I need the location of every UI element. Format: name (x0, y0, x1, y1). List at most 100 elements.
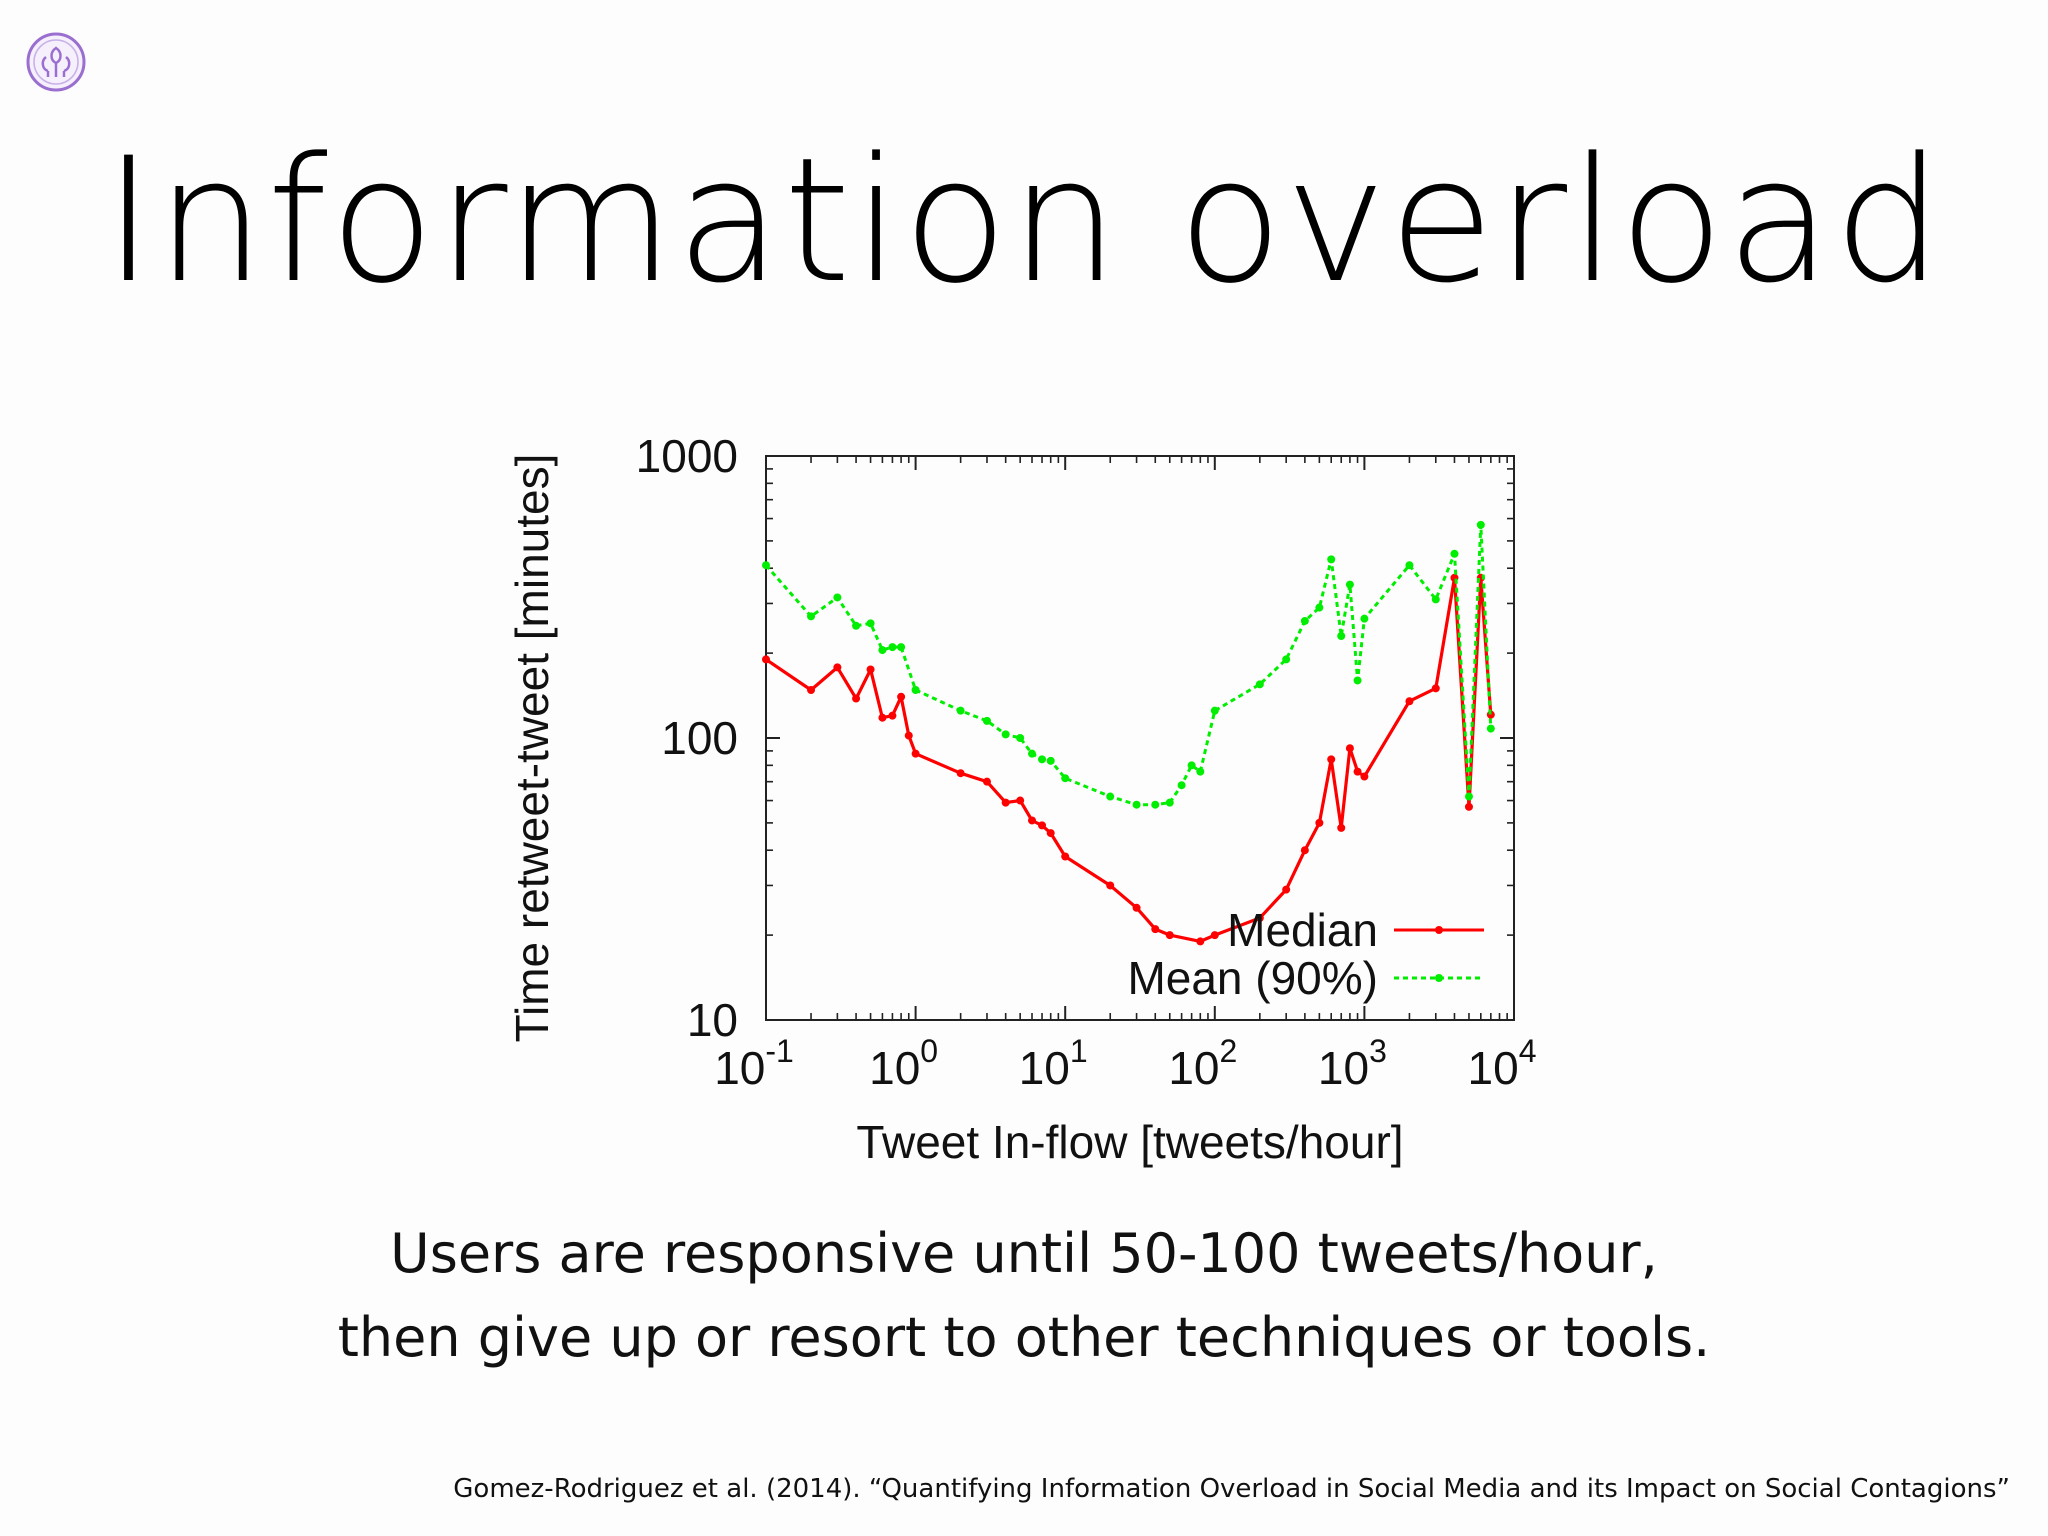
data-point-1 (1016, 734, 1025, 742)
data-point-1 (1187, 761, 1196, 770)
data-point-0 (1431, 684, 1440, 693)
data-point-0 (1360, 772, 1369, 781)
data-point-1 (1476, 520, 1485, 529)
data-point-1 (897, 643, 906, 652)
x-tick-label: 104 (1468, 1033, 1537, 1094)
data-point-1 (833, 593, 842, 602)
data-point-0 (762, 655, 770, 664)
data-point-0 (1337, 823, 1346, 832)
data-point-0 (1353, 767, 1362, 776)
data-point-1 (1486, 724, 1495, 733)
data-point-0 (1165, 931, 1174, 940)
data-point-1 (1046, 756, 1055, 765)
data-point-1 (1151, 800, 1160, 809)
y-tick-label: 10 (687, 994, 738, 1046)
data-point-0 (911, 749, 920, 758)
data-point-0 (897, 692, 906, 701)
crest-logo-icon (26, 32, 86, 92)
x-axis-label: Tweet In-flow [tweets/hour] (856, 1116, 1403, 1168)
data-point-1 (1177, 781, 1186, 790)
data-point-1 (807, 612, 816, 621)
data-point-1 (911, 685, 920, 694)
x-tick-label: 10-1 (714, 1033, 794, 1094)
x-tick-base: 10 (1318, 1042, 1369, 1094)
data-point-0 (982, 777, 991, 786)
caption-line-1: Users are responsive until 50-100 tweets… (390, 1222, 1658, 1285)
data-point-1 (956, 706, 965, 715)
data-point-1 (852, 621, 861, 630)
data-point-1 (1106, 792, 1115, 801)
data-point-0 (807, 685, 816, 694)
x-tick-label: 103 (1318, 1033, 1387, 1094)
data-point-1 (1255, 680, 1264, 689)
y-tick-label: 100 (661, 712, 738, 764)
x-tick-exponent: 0 (920, 1033, 938, 1069)
data-point-1 (1061, 774, 1070, 783)
legend-label: Median (1227, 904, 1378, 956)
y-tick-label: 1000 (636, 430, 738, 482)
data-point-0 (878, 713, 887, 722)
data-point-1 (866, 619, 875, 628)
x-tick-label: 101 (1019, 1033, 1088, 1094)
data-point-0 (866, 665, 875, 674)
data-point-1 (1315, 603, 1324, 612)
x-tick-base: 10 (714, 1042, 765, 1094)
data-point-0 (1255, 913, 1264, 922)
data-point-0 (1046, 829, 1055, 838)
slide-title: Information overload (103, 120, 1945, 321)
data-point-0 (1300, 846, 1309, 855)
data-point-1 (888, 643, 897, 652)
data-point-0 (1405, 697, 1414, 706)
data-point-0 (1210, 931, 1219, 940)
x-tick-label: 102 (1168, 1033, 1237, 1094)
data-point-0 (888, 711, 897, 720)
data-point-1 (1360, 614, 1369, 623)
x-tick-base: 10 (1468, 1042, 1519, 1094)
x-tick-base: 10 (1019, 1042, 1070, 1094)
data-point-1 (878, 646, 887, 655)
data-point-1 (1337, 631, 1346, 640)
citation: Gomez-Rodriguez et al. (2014). “Quantify… (453, 1474, 2010, 1504)
x-tick-base: 10 (869, 1042, 920, 1094)
data-point-1 (1282, 655, 1291, 664)
data-point-0 (1016, 796, 1025, 805)
data-point-0 (1001, 798, 1010, 807)
data-point-0 (956, 769, 965, 778)
data-point-1 (1345, 580, 1354, 589)
x-tick-exponent: 3 (1369, 1033, 1387, 1069)
x-tick-exponent: 1 (1070, 1033, 1088, 1069)
data-point-0 (1038, 821, 1047, 830)
data-point-1 (762, 561, 770, 570)
legend-label: Mean (90%) (1127, 952, 1378, 1004)
data-point-0 (1151, 925, 1160, 934)
data-point-1 (1464, 792, 1473, 801)
data-point-1 (1001, 730, 1010, 739)
data-point-1 (1405, 561, 1414, 570)
data-point-1 (1028, 749, 1037, 758)
data-point-1 (1327, 555, 1336, 564)
plot-frame (765, 455, 1515, 1021)
data-point-1 (1210, 706, 1219, 715)
caption-line-2: then give up or resort to other techniqu… (337, 1306, 1711, 1369)
data-point-0 (1028, 816, 1037, 825)
data-point-1 (1165, 798, 1174, 807)
data-point-0 (852, 694, 861, 703)
data-point-0 (904, 731, 913, 740)
data-point-1 (1132, 800, 1141, 809)
data-point-0 (1196, 937, 1205, 946)
series-line-1 (764, 523, 1493, 807)
slide-caption: Users are responsive until 50-100 tweets… (0, 1212, 2048, 1380)
data-point-0 (1345, 744, 1354, 753)
legend-marker (1435, 926, 1443, 934)
x-tick-base: 10 (1168, 1042, 1219, 1094)
x-tick-label: 100 (869, 1033, 938, 1094)
data-point-1 (1038, 755, 1047, 764)
data-point-0 (1132, 903, 1141, 912)
data-point-0 (1464, 802, 1473, 811)
data-point-0 (1106, 881, 1115, 890)
y-axis-label: Time retweet-tweet [minutes] (506, 454, 558, 1043)
data-point-1 (1431, 595, 1440, 604)
data-point-0 (1315, 818, 1324, 827)
